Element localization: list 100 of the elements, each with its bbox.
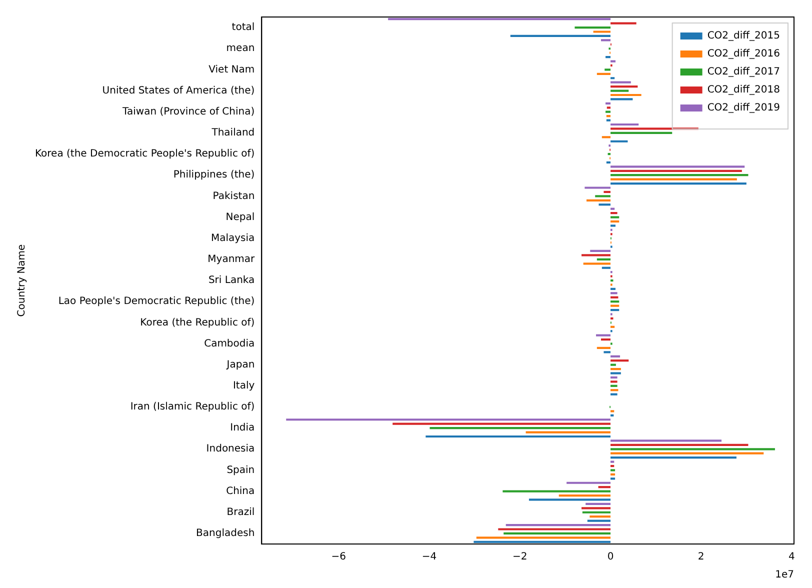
bar	[610, 393, 618, 396]
bar	[610, 77, 615, 80]
bar	[610, 123, 639, 126]
bar	[610, 304, 620, 307]
bar	[610, 216, 620, 218]
bar	[596, 258, 611, 260]
bar	[610, 380, 618, 383]
bar	[502, 490, 611, 492]
bar	[606, 119, 611, 122]
y-tick-label: Spain	[226, 464, 255, 476]
bar	[604, 190, 611, 194]
bar	[528, 498, 611, 501]
legend-label: CO2_diff_2019	[707, 102, 780, 114]
bar	[610, 140, 628, 142]
bar	[595, 195, 611, 198]
x-tick-label: −2	[512, 552, 528, 563]
bar	[610, 364, 616, 366]
bar	[610, 448, 775, 450]
bar	[610, 452, 764, 454]
x-tick-label: 0	[607, 552, 614, 563]
y-tick-label: Brazil	[226, 506, 255, 518]
bar	[610, 22, 636, 24]
bar	[610, 90, 629, 92]
y-tick-label: mean	[226, 43, 255, 54]
bar	[590, 516, 611, 518]
bar	[610, 132, 672, 134]
y-tick-label: Korea (the Republic of)	[140, 317, 255, 328]
bar	[586, 199, 611, 202]
bar	[610, 384, 618, 387]
bar	[610, 288, 616, 290]
bar	[598, 204, 611, 206]
bar	[602, 136, 611, 138]
bar	[606, 106, 611, 109]
bar	[286, 418, 611, 421]
y-tick-label: Thailand	[210, 128, 255, 139]
bar	[610, 410, 614, 412]
x-tick-label: −4	[422, 552, 437, 563]
bar	[504, 532, 611, 535]
y-tick-label: Bangladesh	[196, 528, 255, 540]
y-tick-label: Taiwan (Province of China)	[122, 106, 255, 118]
bar	[610, 469, 616, 472]
y-tick-label: Cambodia	[204, 338, 255, 350]
bar	[610, 326, 615, 328]
bar	[590, 250, 611, 252]
legend-label: CO2_diff_2016	[707, 48, 780, 60]
bar	[610, 444, 748, 446]
bar	[610, 292, 618, 294]
bar	[596, 72, 611, 75]
y-tick-label: Philippines (the)	[173, 170, 255, 181]
y-tick-label: total	[232, 22, 255, 34]
y-tick-label: Italy	[232, 380, 255, 392]
bar	[610, 182, 746, 185]
bar	[574, 26, 611, 29]
x-tick-label: −6	[331, 552, 346, 563]
bar	[476, 536, 611, 539]
bar	[582, 507, 611, 510]
legend-label: CO2_diff_2017	[707, 66, 780, 78]
bar	[610, 372, 621, 374]
y-tick-label: United States of America (the)	[102, 85, 255, 96]
bar	[610, 166, 745, 168]
bar	[598, 486, 611, 488]
y-tick-label: Nepal	[226, 212, 255, 223]
bar	[610, 98, 633, 100]
bar	[526, 431, 611, 434]
x-tick-label: 4	[788, 552, 795, 563]
bar	[610, 220, 620, 223]
bar	[606, 161, 611, 164]
bar	[610, 464, 614, 468]
x-tick-label: 2	[698, 552, 704, 563]
bar	[587, 520, 611, 522]
bar	[610, 368, 621, 370]
bar	[610, 460, 614, 463]
bar	[596, 346, 611, 350]
bar	[610, 296, 618, 298]
y-tick-label: India	[230, 422, 255, 434]
bar	[474, 540, 611, 543]
y-tick-label: Viet Nam	[208, 64, 255, 76]
bar	[610, 300, 620, 303]
bar	[610, 174, 748, 176]
bar	[586, 502, 611, 505]
legend-label: CO2_diff_2018	[707, 84, 780, 96]
bar	[566, 482, 611, 484]
bar	[610, 81, 631, 84]
y-tick-label: Korea (the Democratic People's Republic of)	[34, 148, 255, 160]
y-tick-label: Myanmar	[208, 254, 256, 266]
bar	[606, 110, 611, 113]
y-tick-label: Lao People's Democratic Republic (the)	[58, 296, 255, 308]
bar	[606, 115, 611, 118]
bar	[426, 435, 611, 438]
bar	[610, 94, 642, 96]
bar	[583, 262, 611, 265]
bar	[610, 308, 620, 312]
bar	[610, 473, 616, 476]
bar	[498, 528, 611, 530]
bar	[582, 254, 611, 256]
bar	[610, 376, 618, 379]
bar	[610, 355, 620, 358]
bar	[610, 478, 616, 480]
bar	[604, 68, 611, 71]
bar	[582, 511, 611, 514]
